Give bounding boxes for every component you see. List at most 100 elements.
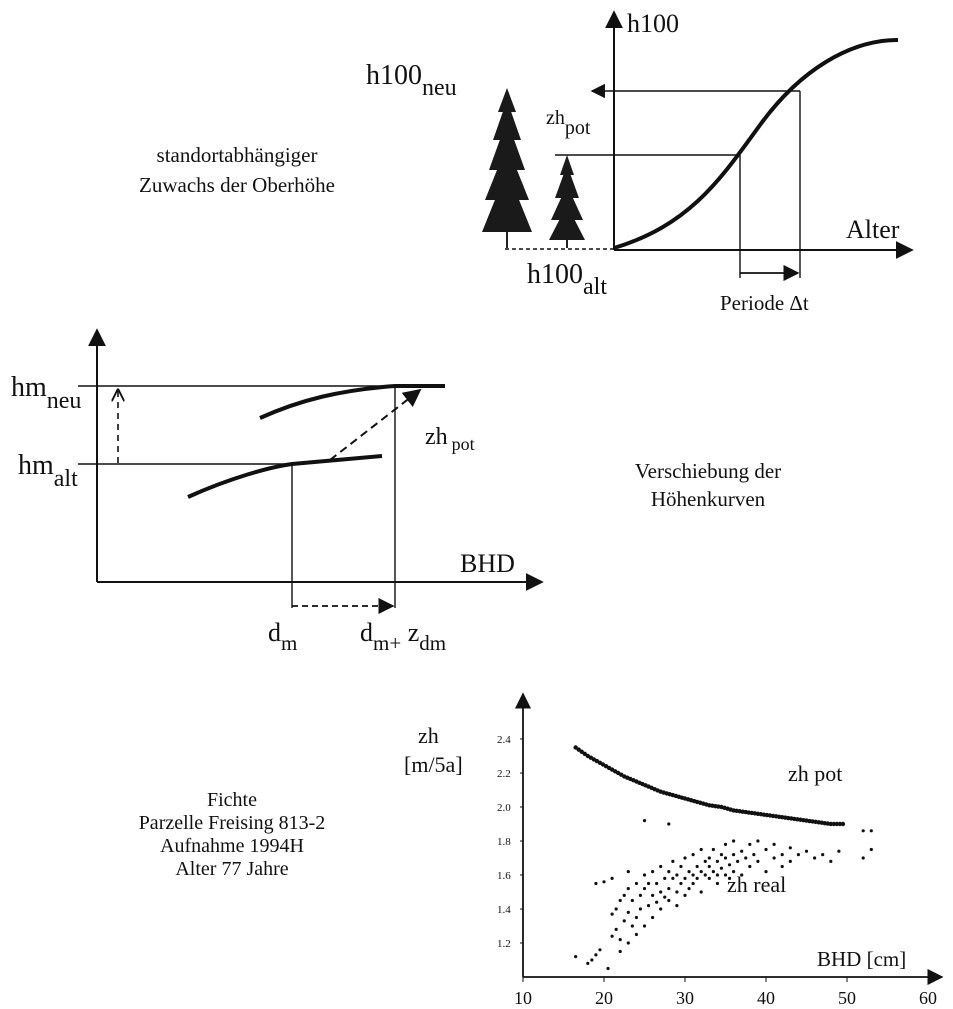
- zh-real-point: [646, 904, 651, 908]
- y-tick-label: 2.4: [497, 734, 511, 746]
- zh-real-point: [630, 924, 634, 928]
- zh-real-point: [610, 934, 614, 938]
- zh-real-point: [642, 887, 647, 891]
- zh-real-point: [683, 893, 687, 898]
- zh-real-point: [756, 859, 760, 864]
- x-tick-label: 10: [514, 988, 532, 1008]
- zh-real-point: [764, 870, 768, 874]
- zh-real-point: [699, 847, 703, 852]
- zh-real-point: [687, 887, 691, 891]
- zh-real-point: [659, 907, 663, 911]
- zh-real-point: [663, 876, 667, 881]
- zh-real-point: [723, 856, 728, 860]
- y-tick-label: 1.8: [497, 836, 511, 848]
- zh-real-point: [574, 955, 578, 959]
- x-tick-label: 60: [919, 988, 937, 1008]
- zh-real-point: [638, 893, 643, 898]
- scatter-x-axis-label: BHD [cm]: [817, 947, 906, 971]
- zh-real-point: [711, 847, 715, 852]
- panel-hoehenkurven: BHD hmneu hmalt zh pot dm dm+ zdm Verschi…: [11, 328, 781, 655]
- scatter-points: [573, 745, 873, 971]
- zh-real-point: [707, 856, 711, 860]
- small-spruce-icon: [549, 155, 585, 248]
- zh-real-point: [732, 839, 736, 843]
- zh-real-point: [695, 864, 699, 869]
- panel1-caption-line2: Zuwachs der Oberhöhe: [139, 173, 335, 197]
- zh-real-point: [869, 847, 873, 852]
- zh-real-point: [622, 893, 626, 898]
- zh-real-point: [659, 864, 663, 869]
- panel-oberhoehe: standortabhängiger Zuwachs der Oberhöhe …: [139, 9, 914, 315]
- zh-real-point: [804, 849, 809, 853]
- zh-real-point: [719, 853, 724, 857]
- zh-real-point: [663, 895, 667, 899]
- old-height-curve: [187, 454, 383, 499]
- zh-real-point: [813, 856, 817, 860]
- curve-shift-arrow: [329, 388, 422, 461]
- zh-real-point: [594, 881, 598, 886]
- zh-real-point: [869, 829, 873, 833]
- hm-alt-label: hmalt: [18, 450, 78, 492]
- zh-real-point: [736, 859, 740, 864]
- zh-real-point: [618, 949, 622, 954]
- zh-real-point: [861, 856, 865, 860]
- zh-real-point: [699, 870, 703, 874]
- zh-pot-point: [840, 821, 846, 827]
- zh-real-point: [602, 880, 606, 884]
- zh-real-point: [780, 853, 784, 857]
- zh-real-point: [671, 859, 675, 864]
- zh-real-point: [703, 859, 707, 864]
- bhd-axis-label: BHD: [460, 549, 515, 578]
- x-tick-label: 50: [838, 988, 856, 1008]
- panel2-caption-line1: Verschiebung der: [635, 459, 781, 483]
- zh-pot-point: [837, 821, 843, 827]
- zh-real-point: [626, 870, 630, 874]
- zh-real-point: [837, 849, 841, 853]
- zh-real-point: [642, 819, 647, 823]
- zh-real-point: [744, 856, 748, 860]
- dm-label: dm: [268, 618, 297, 655]
- zh-real-point: [723, 873, 728, 877]
- zh-real-point: [659, 890, 663, 894]
- zh-real-point: [829, 859, 833, 864]
- dm-zdm-label: dm+ zdm: [360, 618, 446, 655]
- zh-real-point: [715, 881, 720, 886]
- zh-pot-point: [828, 821, 833, 827]
- zh-real-point: [679, 881, 683, 886]
- zh-real-point: [719, 866, 724, 870]
- zh-real-point: [667, 898, 671, 903]
- zh-real-point: [586, 961, 590, 966]
- zh-real-point: [732, 870, 736, 874]
- zh-real-point: [861, 829, 865, 833]
- zh-real-point: [756, 839, 760, 843]
- zh-real-point: [748, 864, 752, 869]
- panel-scatter: Fichte Parzelle Freising 813-2 Aufnahme …: [139, 692, 944, 1008]
- zh-pot-series-label: zh pot: [788, 761, 842, 786]
- zh-real-point: [634, 881, 639, 886]
- zh-real-point: [699, 890, 703, 894]
- zh-real-point: [691, 853, 695, 857]
- zh-real-point: [594, 953, 598, 957]
- zh-real-point: [634, 932, 639, 937]
- new-height-curve: [259, 384, 445, 420]
- zh-real-point: [610, 912, 614, 916]
- zh-real-point: [715, 859, 720, 864]
- h100-axis-label: h100: [627, 9, 679, 38]
- zh-real-point: [598, 948, 602, 952]
- zh-real-point: [679, 864, 683, 869]
- zh-real-point: [651, 870, 655, 874]
- zh-pot-label-2: zh pot: [425, 424, 475, 454]
- zh-real-point: [772, 856, 776, 860]
- zh-real-point: [748, 842, 752, 847]
- zh-real-point: [703, 873, 707, 877]
- zh-real-point: [614, 927, 618, 932]
- zh-real-point: [675, 904, 679, 908]
- period-label: Periode Δt: [720, 291, 809, 315]
- zh-axis-label-line1: zh: [418, 723, 439, 748]
- zh-real-point: [687, 870, 691, 874]
- zh-real-point: [655, 881, 659, 886]
- panel2-caption-line2: Höhenkurven: [651, 487, 766, 511]
- zh-real-point: [691, 873, 695, 877]
- zh-real-point: [788, 859, 792, 864]
- zh-real-point: [723, 842, 728, 847]
